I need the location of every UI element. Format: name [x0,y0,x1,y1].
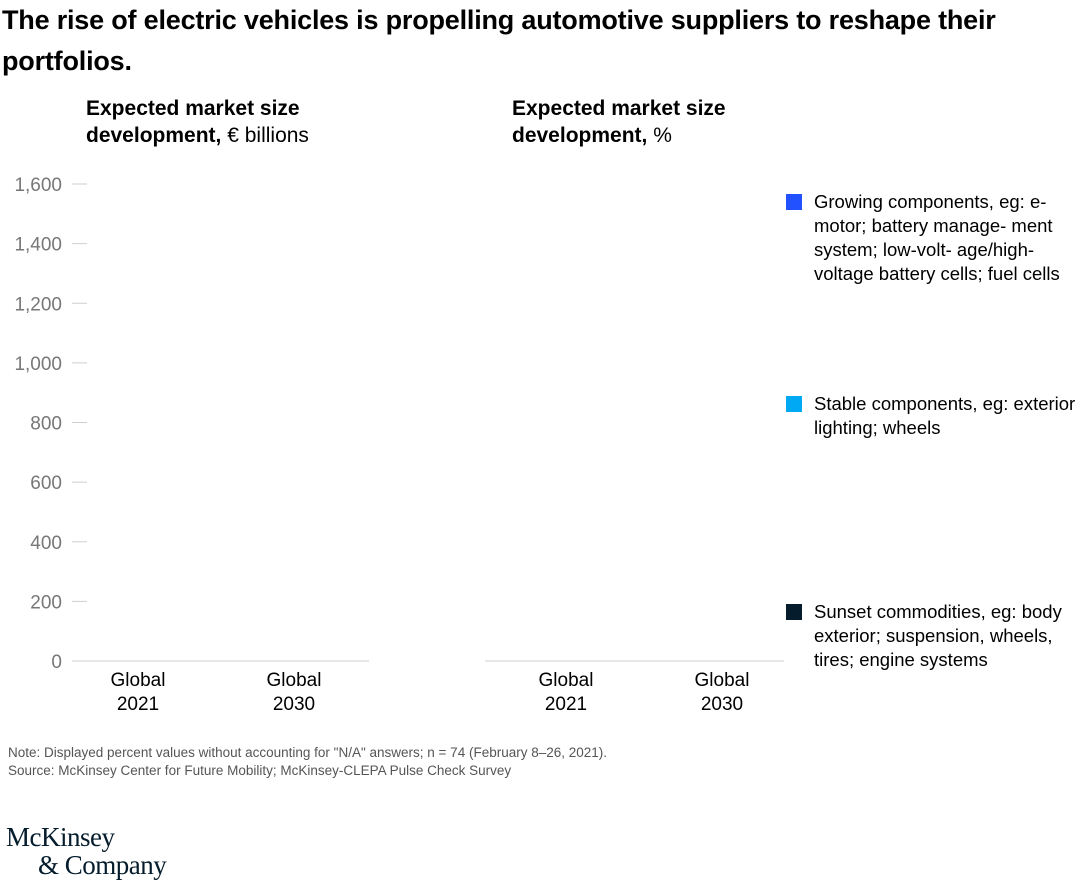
note-text: Note: Displayed percent values without a… [8,745,608,760]
x-category-label: Global [695,670,750,691]
y-tick-label: 0 [51,652,62,673]
legend-desc-stable: eg: exterior lighting; wheels [814,393,1076,438]
legend-name-sunset: Sunset commodities, [814,601,986,622]
y-tick-label: 1,000 [14,354,62,375]
x-category-label: Global [111,670,166,691]
y-tick-label: 1,400 [14,235,62,256]
y-tick-label: 400 [30,533,62,554]
legend-desc-growing: eg: e-motor; battery manage- ment system… [814,191,1060,284]
chart-title: The rise of electric vehicles is propell… [2,5,996,76]
left-subtitle-bold: Expected market size development, [86,97,300,147]
mckinsey-logo: McKinsey & Company [6,822,167,880]
legend-name-stable: Stable components, [814,393,978,414]
y-tick-label: 600 [30,473,62,494]
x-category-label: 2021 [117,694,159,715]
footnote: Note: Displayed percent values without a… [8,744,607,780]
x-category-label: 2030 [273,694,315,715]
y-tick-label: 200 [30,592,62,613]
legend-name-growing: Growing components, [814,191,994,212]
legend-growing: Growing components, eg: e-motor; battery… [786,190,1076,286]
legend-desc-sunset: eg: body exterior; suspension, wheels, t… [814,601,1062,670]
y-tick-label: 1,200 [14,294,62,315]
x-category-label: 2030 [701,694,743,715]
legend-swatch-growing [786,194,802,210]
right-subtitle-unit: % [647,124,672,147]
legend-swatch-sunset [786,604,802,620]
x-category-label: 2021 [545,694,587,715]
y-tick-label: 1,600 [14,175,62,196]
logo-line-2: & Company [38,850,167,880]
source-text: Source: McKinsey Center for Future Mobil… [8,763,512,778]
legend-swatch-stable [786,396,802,412]
right-subtitle-bold: Expected market size development, [512,97,726,147]
legend-stable: Stable components, eg: exterior lighting… [786,392,1076,440]
legend-sunset: Sunset commodities, eg: body exterior; s… [786,600,1076,672]
left-chart-subtitle: Expected market size development, € bill… [86,95,406,149]
y-tick-label: 800 [30,414,62,435]
right-chart-subtitle: Expected market size development, % [512,95,792,149]
x-category-label: Global [539,670,594,691]
x-category-label: Global [267,670,322,691]
logo-line-1: McKinsey [6,822,115,852]
left-subtitle-unit: € billions [221,124,309,147]
